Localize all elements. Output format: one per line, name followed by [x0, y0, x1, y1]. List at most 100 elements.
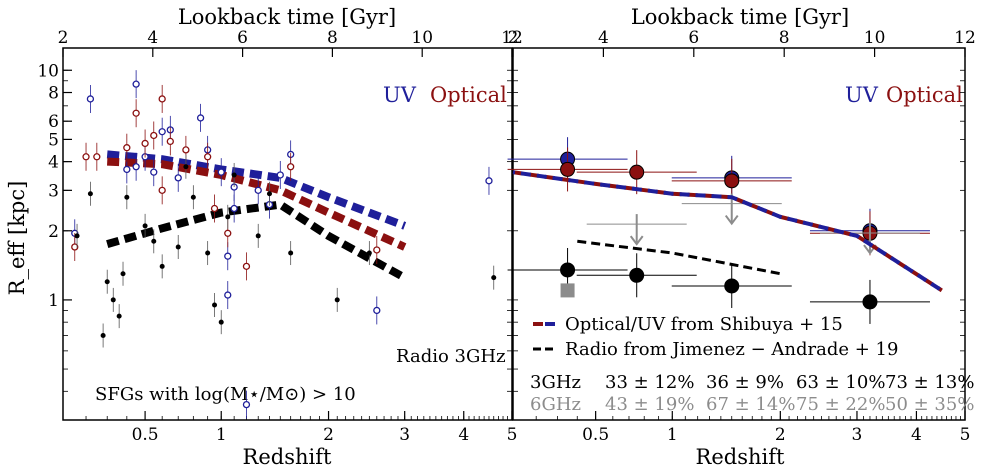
- trend-line-uv: [512, 170, 943, 293]
- upper-limit-head: [629, 235, 644, 246]
- top-tick-label: 10: [411, 28, 433, 48]
- data-point: [158, 186, 166, 194]
- data-point: [123, 165, 131, 174]
- left-panel-frame: [62, 47, 513, 421]
- data-point: [242, 262, 251, 271]
- y-tick-label: 1: [48, 291, 59, 311]
- top-tick-label: 4: [147, 28, 158, 48]
- data-point: [224, 291, 232, 299]
- left-top-axis-title: Lookback time [Gyr]: [178, 5, 396, 29]
- data-point: [123, 144, 131, 152]
- top-tick-label: 2: [58, 28, 69, 48]
- data-point: [104, 279, 110, 285]
- top-tick-label: 8: [779, 28, 790, 48]
- data-point: [373, 246, 381, 254]
- pct-row2-bin4: 50 ± 35%: [885, 394, 974, 415]
- pct-row1-bin2: 36 ± 9%: [706, 372, 784, 393]
- trend-line-optical: [512, 170, 943, 293]
- data-point: [560, 283, 575, 298]
- pct-row2-bin2: 67 ± 14%: [706, 394, 795, 415]
- x-tick-label: 5: [960, 425, 971, 445]
- x-tick-label: 5: [507, 425, 518, 445]
- data-point: [560, 262, 576, 278]
- data-point: [132, 109, 140, 117]
- y-tick-label: 8: [48, 84, 59, 104]
- right-panel-frame: [512, 47, 966, 421]
- data-point: [158, 128, 166, 136]
- data-point: [142, 223, 148, 229]
- data-point: [560, 161, 576, 177]
- data-point: [151, 238, 157, 244]
- pct-row1-bin3: 63 ± 10%: [796, 372, 885, 393]
- data-point: [124, 194, 130, 200]
- pct-row2-label: 6GHz: [530, 394, 581, 415]
- data-point: [150, 131, 158, 140]
- y-tick-label: 6: [48, 112, 59, 132]
- data-point: [174, 174, 182, 182]
- top-tick-label: 10: [864, 28, 886, 48]
- data-point: [212, 302, 218, 308]
- data-point: [629, 267, 645, 283]
- y-tick-label: 10: [37, 61, 59, 81]
- data-point: [491, 275, 497, 281]
- data-point: [93, 153, 101, 161]
- data-point: [373, 306, 381, 315]
- data-point: [132, 80, 140, 88]
- x-tick-label: 0.5: [582, 425, 609, 445]
- x-tick-label: 3: [399, 425, 410, 445]
- data-point: [218, 319, 224, 325]
- pct-row1-bin4: 73 ± 13%: [885, 372, 974, 393]
- data-point: [230, 204, 238, 213]
- data-point: [166, 137, 174, 146]
- top-tick-label: 2: [508, 28, 519, 48]
- trend-line: [106, 150, 407, 230]
- left-legend-optical: Optical: [430, 83, 507, 107]
- data-point: [225, 214, 231, 220]
- x-tick-label: 2: [775, 425, 786, 445]
- pct-row2-bin1: 43 ± 19%: [605, 394, 694, 415]
- data-point: [485, 177, 493, 185]
- right-top-axis-title: Lookback time [Gyr]: [631, 5, 849, 29]
- annotation-radio: Radio 3GHz: [396, 346, 506, 367]
- data-point: [120, 271, 126, 277]
- data-point: [724, 278, 740, 294]
- x-tick-label: 3: [852, 425, 863, 445]
- trend-line: [106, 200, 407, 282]
- top-tick-label: 6: [237, 28, 248, 48]
- legend-jimenez: Radio from Jimenez − Andrade + 19: [565, 339, 898, 360]
- pct-row1-label: 3GHz: [530, 372, 581, 393]
- x-tick-label: 4: [911, 425, 922, 445]
- data-point: [334, 297, 340, 303]
- x-tick-label: 1: [216, 425, 227, 445]
- trend-line: [577, 239, 781, 276]
- x-tick-label: 0.5: [132, 425, 159, 445]
- left-legend-uv: UV: [383, 83, 417, 107]
- data-point: [266, 191, 272, 197]
- y-tick-label: 5: [48, 130, 59, 150]
- data-point: [86, 95, 95, 103]
- upper-limit-head: [724, 214, 739, 226]
- data-point: [100, 332, 106, 338]
- x-tick-label: 1: [667, 425, 678, 445]
- data-point: [276, 171, 284, 179]
- data-point: [110, 297, 116, 303]
- x-tick-label: 2: [323, 425, 334, 445]
- data-point: [132, 163, 140, 171]
- top-tick-label: 6: [688, 28, 699, 48]
- data-point: [159, 263, 165, 269]
- trend-line: [107, 157, 407, 251]
- left-bottom-axis-title: Redshift: [243, 445, 332, 469]
- y-tick-label: 4: [48, 153, 59, 173]
- data-point: [190, 194, 196, 200]
- legend-shibuya: Optical/UV from Shibuya + 15: [565, 314, 843, 335]
- data-point: [217, 168, 225, 176]
- data-point: [254, 186, 262, 194]
- data-point: [205, 250, 211, 256]
- top-tick-label: 12: [954, 28, 976, 48]
- top-tick-label: 12: [501, 28, 523, 48]
- right-legend-uv: UV: [845, 83, 879, 107]
- data-point: [231, 172, 237, 178]
- data-point: [183, 164, 189, 170]
